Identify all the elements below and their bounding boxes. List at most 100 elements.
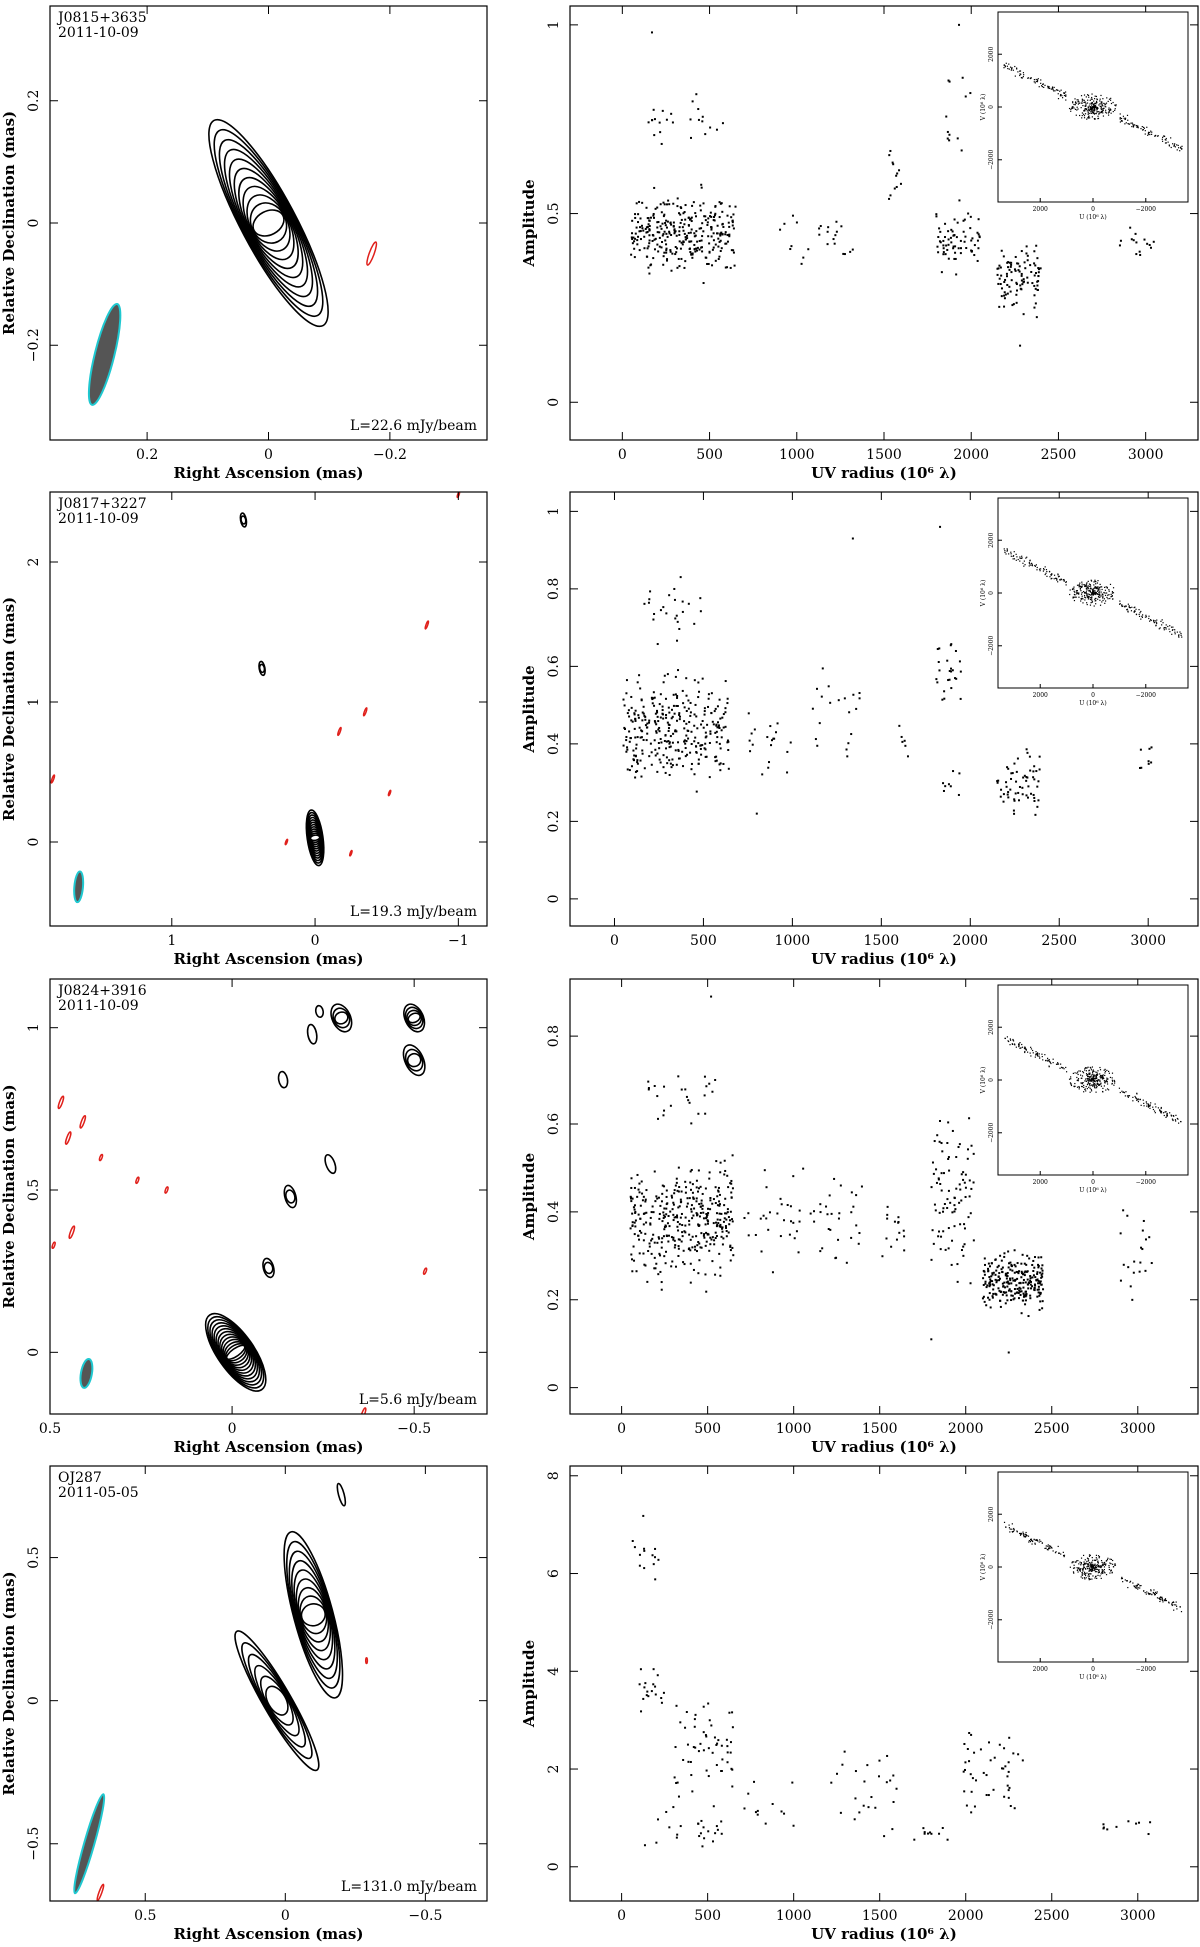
uv-point xyxy=(1042,568,1045,570)
uv-point xyxy=(1079,114,1081,117)
uv-point xyxy=(1028,1541,1030,1543)
uv-point xyxy=(1097,117,1100,120)
data-point xyxy=(632,749,635,752)
uv-point xyxy=(1173,145,1175,147)
uv-point xyxy=(1141,125,1143,128)
uv-point xyxy=(1063,92,1065,94)
data-point xyxy=(666,258,669,261)
uv-point xyxy=(1084,1572,1086,1574)
data-point xyxy=(730,1179,733,1182)
uv-point xyxy=(1122,605,1124,607)
data-point xyxy=(995,1293,998,1296)
data-point xyxy=(976,239,979,242)
data-point xyxy=(786,1203,789,1206)
uv-point xyxy=(1099,1069,1102,1071)
data-point xyxy=(665,1195,668,1198)
uv-point xyxy=(1090,1067,1092,1069)
data-point xyxy=(638,1683,641,1686)
data-point xyxy=(1032,1259,1035,1262)
uv-point xyxy=(1056,579,1058,581)
data-point xyxy=(782,1219,785,1222)
data-point xyxy=(1127,1820,1130,1823)
data-point xyxy=(654,748,657,751)
data-point xyxy=(1008,268,1011,271)
uv-point xyxy=(1094,1082,1096,1085)
data-point xyxy=(717,1739,720,1742)
uv-point xyxy=(1159,1597,1161,1599)
x-axis-label: UV radius (10⁶ λ) xyxy=(811,950,957,968)
data-point xyxy=(704,1244,707,1247)
uv-point xyxy=(1015,1046,1017,1048)
data-point xyxy=(664,221,667,224)
uv-point xyxy=(1181,636,1183,638)
data-point xyxy=(994,1278,997,1281)
data-point xyxy=(950,643,953,646)
uv-point xyxy=(1101,586,1103,588)
data-point xyxy=(705,1735,708,1738)
uv-point xyxy=(1132,1582,1134,1584)
data-point xyxy=(681,1231,684,1234)
data-point xyxy=(1038,1308,1041,1311)
uv-point xyxy=(1095,587,1097,589)
uv-point xyxy=(1091,93,1093,95)
uv-point xyxy=(1101,1568,1103,1571)
data-point xyxy=(779,1235,782,1238)
data-point xyxy=(937,251,940,254)
data-point xyxy=(934,1209,937,1212)
uv-point xyxy=(1087,1568,1089,1570)
data-point xyxy=(935,678,938,681)
data-point xyxy=(1149,246,1152,249)
x-tick-label: 0 xyxy=(311,933,320,949)
uv-point xyxy=(1177,1118,1179,1120)
data-point xyxy=(715,1743,718,1746)
uv-point xyxy=(1087,1575,1089,1577)
uv-point xyxy=(1097,1083,1099,1085)
x-tick-label: 3000 xyxy=(1128,447,1164,463)
data-point xyxy=(630,1253,633,1256)
data-point xyxy=(1014,1292,1017,1295)
data-point xyxy=(651,119,654,122)
uv-point xyxy=(1122,115,1125,117)
data-point xyxy=(695,1200,698,1203)
data-point xyxy=(699,610,702,613)
data-point xyxy=(843,253,846,256)
data-point xyxy=(888,197,891,200)
data-point xyxy=(642,229,645,232)
data-point xyxy=(1122,1209,1125,1212)
uv-point xyxy=(1160,1111,1162,1113)
data-point xyxy=(1038,755,1041,758)
data-point xyxy=(705,1212,708,1215)
data-point xyxy=(672,1219,675,1222)
uv-point xyxy=(1021,1046,1024,1048)
data-point xyxy=(1019,1290,1022,1293)
contour-level xyxy=(300,1603,326,1627)
data-point xyxy=(984,1263,987,1266)
data-point xyxy=(663,1255,666,1258)
data-point xyxy=(1025,245,1028,248)
uv-point xyxy=(1057,1063,1060,1065)
data-point xyxy=(1022,1295,1025,1298)
data-point xyxy=(702,1217,705,1220)
data-point xyxy=(713,710,716,713)
data-point xyxy=(668,1225,671,1228)
uv-point xyxy=(1049,576,1051,578)
uv-point xyxy=(1073,590,1075,592)
data-point xyxy=(958,1201,961,1204)
data-point xyxy=(719,762,722,765)
data-point xyxy=(889,149,892,152)
data-point xyxy=(670,223,673,226)
uv-point xyxy=(1106,596,1108,599)
data-point xyxy=(896,172,899,175)
data-point xyxy=(1102,1826,1105,1829)
data-point xyxy=(681,600,684,603)
data-point xyxy=(939,525,942,528)
data-point xyxy=(656,243,659,246)
uv-point xyxy=(1149,619,1152,621)
data-point xyxy=(998,1272,1001,1275)
data-point xyxy=(634,1225,637,1228)
contour-level xyxy=(324,1153,337,1175)
data-point xyxy=(680,1212,683,1215)
uv-point xyxy=(1015,559,1017,561)
uv-point xyxy=(1094,1559,1096,1561)
data-point xyxy=(947,1247,950,1250)
